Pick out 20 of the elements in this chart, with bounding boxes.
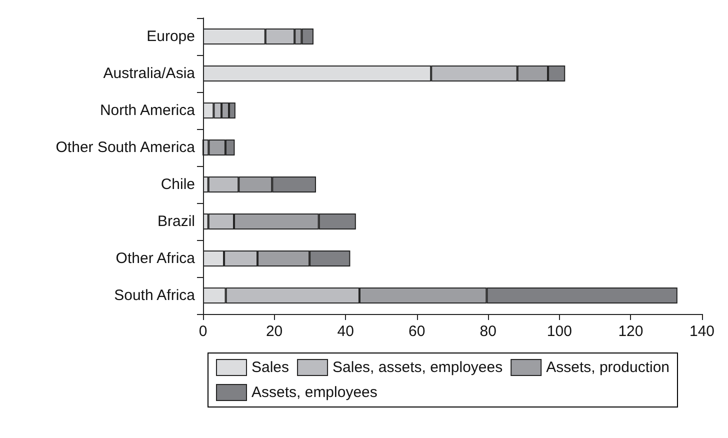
y-tick-label: South Africa xyxy=(114,287,196,304)
legend-label: Sales xyxy=(252,359,290,376)
legend-label: Assets, employees xyxy=(252,384,378,401)
x-tick-label: 80 xyxy=(480,323,496,340)
x-tick-label: 100 xyxy=(546,323,572,340)
y-tick-label: Chile xyxy=(160,176,195,193)
y-tick-label: North America xyxy=(100,102,196,119)
x-tick-label: 60 xyxy=(408,323,426,340)
x-tick-label: 20 xyxy=(266,323,283,340)
x-tick-label: 120 xyxy=(618,323,644,340)
y-tick-label: Other Africa xyxy=(116,250,196,267)
x-tick-label: 140 xyxy=(689,323,715,340)
x-tick-label: 40 xyxy=(337,323,354,340)
legend-label: Assets, production xyxy=(546,359,670,376)
legend-label: Sales, assets, employees xyxy=(332,359,503,376)
y-tick-label: Other South America xyxy=(56,139,196,156)
x-tick-label: 0 xyxy=(198,323,208,340)
y-tick-label: Brazil xyxy=(157,213,195,230)
y-tick-label: Europe xyxy=(146,28,195,45)
y-tick-label: Australia/Asia xyxy=(103,65,196,82)
